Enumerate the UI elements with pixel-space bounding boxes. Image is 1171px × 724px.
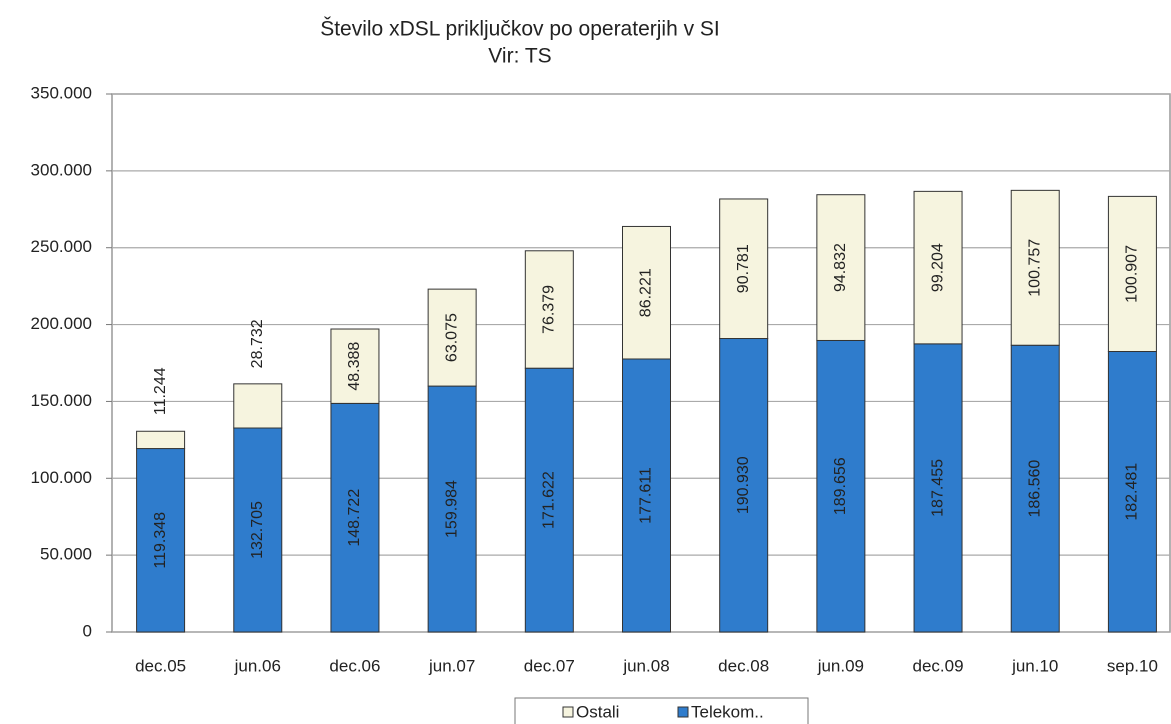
value-label: 148.722 — [346, 489, 363, 547]
bar-segment — [233, 427, 283, 633]
bar-segment — [913, 343, 963, 633]
bar-segment — [330, 402, 380, 633]
value-label: 119.348 — [152, 512, 169, 569]
x-tick-label: jun.10 — [1011, 656, 1058, 675]
y-tick-label: 150.000 — [31, 391, 92, 410]
bar-segment — [1010, 344, 1060, 633]
bar-segment — [622, 225, 671, 360]
x-tick-label: dec.08 — [718, 656, 769, 675]
x-tick-label: dec.06 — [329, 656, 380, 675]
y-tick-label: 0 — [83, 621, 92, 640]
bar-segment — [524, 250, 574, 369]
legend-label: Telekom.. — [691, 702, 764, 721]
bar-segment — [1107, 351, 1157, 633]
value-label: 132.705 — [249, 501, 266, 559]
legend-box — [514, 697, 809, 724]
bar-segment — [233, 383, 283, 429]
bar-segment — [719, 338, 769, 633]
y-tick-label: 50.000 — [40, 545, 92, 564]
value-label: 171.622 — [541, 471, 558, 529]
y-tick-label: 100.000 — [31, 468, 92, 487]
value-label: 99.204 — [929, 243, 946, 292]
bar-segment — [524, 367, 574, 633]
value-label: 63.075 — [443, 313, 460, 362]
x-tick-label: dec.05 — [135, 656, 186, 675]
value-label: 100.907 — [1124, 245, 1141, 303]
legend-swatch — [562, 706, 574, 718]
bar-segment — [136, 430, 186, 450]
bar-segment — [330, 328, 380, 404]
x-tick-label: dec.07 — [524, 656, 575, 675]
value-label: 189.656 — [832, 457, 849, 515]
value-label: 48.388 — [346, 342, 363, 391]
value-label: 187.455 — [929, 459, 946, 517]
value-label: 28.732 — [249, 319, 266, 368]
value-label: 100.757 — [1026, 239, 1043, 297]
value-label: 186.560 — [1026, 460, 1043, 518]
legend-label: Ostali — [576, 702, 619, 721]
value-label: 76.379 — [541, 285, 558, 334]
bar-segment — [913, 190, 963, 345]
value-label: 177.611 — [638, 467, 655, 524]
value-label: 11.244 — [152, 367, 169, 415]
y-tick-label: 300.000 — [31, 160, 92, 179]
chart-subtitle: Vir: TS — [488, 45, 551, 68]
chart-title: Število xDSL priključkov po operaterjih … — [320, 18, 720, 41]
x-tick-label: jun.08 — [622, 656, 669, 675]
bar-segment — [427, 385, 477, 633]
bar-segment — [1010, 189, 1060, 346]
bar-segment — [136, 448, 186, 633]
bar-segment — [719, 198, 769, 340]
value-label: 90.781 — [735, 244, 752, 293]
value-label: 182.481 — [1124, 463, 1141, 521]
x-tick-label: jun.09 — [817, 656, 864, 675]
bar-segment — [816, 339, 866, 633]
value-label: 94.832 — [832, 243, 849, 292]
bar-segment — [1107, 195, 1157, 353]
x-tick-label: dec.09 — [913, 656, 964, 675]
bar-segment — [427, 288, 477, 387]
bar-segment — [816, 194, 866, 341]
y-tick-label: 250.000 — [31, 237, 92, 256]
value-label: 190.930 — [735, 456, 752, 514]
x-tick-label: jun.07 — [428, 656, 475, 675]
y-tick-label: 200.000 — [31, 314, 92, 333]
x-tick-label: sep.10 — [1107, 656, 1158, 675]
value-label: 86.221 — [638, 268, 655, 317]
y-tick-label: 350.000 — [31, 83, 92, 102]
x-tick-label: jun.06 — [234, 656, 281, 675]
value-label: 159.984 — [443, 480, 460, 538]
bar-segment — [622, 358, 671, 633]
legend-swatch — [677, 706, 689, 718]
